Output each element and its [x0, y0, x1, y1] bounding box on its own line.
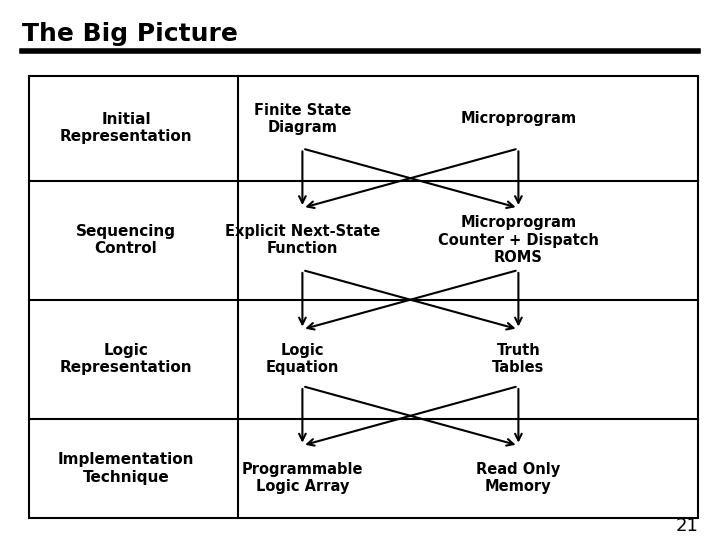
Text: Implementation
Technique: Implementation Technique — [58, 453, 194, 485]
Text: 21: 21 — [675, 517, 698, 535]
Text: Truth
Tables: Truth Tables — [492, 343, 544, 375]
Bar — [29, 76, 698, 518]
Text: Microprogram: Microprogram — [460, 111, 577, 126]
Text: Finite State
Diagram: Finite State Diagram — [253, 103, 351, 135]
Text: Microprogram
Counter + Dispatch
ROMS: Microprogram Counter + Dispatch ROMS — [438, 215, 599, 265]
Text: Explicit Next-State
Function: Explicit Next-State Function — [225, 224, 380, 256]
Text: Initial
Representation: Initial Representation — [60, 112, 192, 144]
Text: Programmable
Logic Array: Programmable Logic Array — [242, 462, 363, 494]
Text: Logic
Representation: Logic Representation — [60, 343, 192, 375]
Text: Sequencing
Control: Sequencing Control — [76, 224, 176, 256]
Text: Read Only
Memory: Read Only Memory — [476, 462, 561, 494]
Text: The Big Picture: The Big Picture — [22, 22, 238, 45]
Text: Logic
Equation: Logic Equation — [266, 343, 339, 375]
